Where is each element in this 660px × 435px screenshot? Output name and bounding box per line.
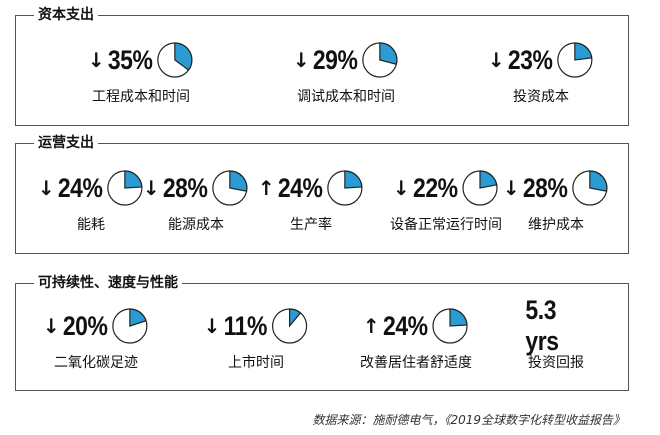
pie-chart-icon <box>462 170 498 206</box>
metric-item: ↓ 35% 工程成本和时间 <box>88 40 194 106</box>
pie-slice <box>589 170 608 192</box>
metric-value: 5.3 yrs <box>525 295 559 356</box>
metric-value: 20% <box>62 310 108 341</box>
pie-chart-icon <box>362 42 398 78</box>
arrow-down-icon: ↓ <box>37 176 55 200</box>
metric-value: 24% <box>277 172 323 203</box>
arrow-down-icon: ↓ <box>502 176 520 200</box>
pie-slice <box>449 308 468 327</box>
metric-value: 24% <box>57 172 103 203</box>
arrow-up-icon: ↑ <box>257 176 275 200</box>
metric-value: 28% <box>162 172 208 203</box>
metric-item: ↑ 24% 生产率 <box>258 168 364 234</box>
metric-item: ↓ 20% 二氧化碳足迹 <box>43 306 149 372</box>
metric-label: 调试成本和时间 <box>297 89 395 105</box>
metric-value: 24% <box>382 310 428 341</box>
metric-label: 二氧化碳足迹 <box>54 355 138 371</box>
pie-chart-icon <box>107 170 143 206</box>
metric-label: 能源成本 <box>168 217 224 233</box>
pie-slice <box>379 42 398 65</box>
pie-slice <box>479 170 498 189</box>
pie-slice <box>229 170 248 192</box>
arrow-down-icon: ↓ <box>142 176 160 200</box>
metric: ↓ 29% <box>293 40 399 80</box>
metric-label: 能耗 <box>77 217 105 233</box>
pie-slice <box>129 308 148 327</box>
pie-slice <box>288 308 302 328</box>
metric-value: 11% <box>223 310 267 341</box>
source-note: 数据来源：施耐德电气，《2019全球数字化转型收益报告》 <box>312 413 625 427</box>
pie-slice <box>344 170 363 189</box>
pie-chart-icon <box>557 42 593 78</box>
metric-item: ↓ 24% 能耗 <box>38 168 144 234</box>
arrow-up-icon: ↑ <box>362 314 380 338</box>
metric-label: 投资回报 <box>528 355 584 371</box>
metric-label: 生产率 <box>290 217 332 233</box>
arrow-down-icon: ↓ <box>487 48 505 72</box>
metric-item: ↓ 29% 调试成本和时间 <box>293 40 399 106</box>
metric-label: 投资成本 <box>513 89 569 105</box>
metric-value: 35% <box>107 44 153 75</box>
pie-slice <box>174 42 193 71</box>
section-box: 资本支出 ↓ 35% 工程成本和时间 ↓ 29% 调试成本和时间 ↓ 23% 投资成本 <box>15 5 629 126</box>
metric-item: ↓ 22% 设备正常运行时间 <box>390 168 502 234</box>
pie-slice <box>124 170 143 189</box>
metric: 5.3 yrs <box>520 295 592 356</box>
metric-value: 22% <box>412 172 458 203</box>
metric: ↓ 23% <box>488 40 594 80</box>
metric: ↑ 24% <box>258 168 364 208</box>
metric: ↓ 28% <box>143 168 249 208</box>
section-title: 资本支出 <box>34 5 98 25</box>
metric: ↓ 35% <box>88 40 194 80</box>
metric: ↓ 28% <box>503 168 609 208</box>
metric-item: ↓ 23% 投资成本 <box>488 40 594 106</box>
arrow-down-icon: ↓ <box>87 48 105 72</box>
metric-item: ↓ 28% 维护成本 <box>503 168 609 234</box>
metric: ↓ 20% <box>43 306 149 346</box>
section-title: 运营支出 <box>34 133 98 153</box>
pie-chart-icon <box>157 42 193 78</box>
arrow-down-icon: ↓ <box>392 176 410 200</box>
metric-value: 28% <box>522 172 568 203</box>
metric-item: ↓ 11% 上市时间 <box>204 306 309 372</box>
metric: ↓ 24% <box>38 168 144 208</box>
pie-chart-icon <box>572 170 608 206</box>
metric: ↓ 11% <box>204 306 309 346</box>
metric-value: 23% <box>507 44 553 75</box>
metric-value: 29% <box>312 44 358 75</box>
pie-chart-icon <box>271 308 308 344</box>
section-box: 运营支出 ↓ 24% 能耗 ↓ 28% 能源成本 ↑ 24% 生产率 ↓ 22% 设备正常运行时间 ↓ 28… <box>15 133 629 254</box>
metric-label: 维护成本 <box>528 217 584 233</box>
metric-label: 工程成本和时间 <box>92 89 190 105</box>
arrow-down-icon: ↓ <box>42 314 60 338</box>
pie-chart-icon <box>112 308 148 344</box>
metric: ↓ 22% <box>393 168 499 208</box>
section-box: 可持续性、速度与性能 ↓ 20% 二氧化碳足迹 ↓ 11% 上市时间 ↑ 24% 改善居住者舒适度… <box>15 273 629 391</box>
pie-slice <box>574 42 593 61</box>
section-title: 可持续性、速度与性能 <box>34 273 182 293</box>
metric: ↑ 24% <box>363 306 469 346</box>
pie-chart-icon <box>212 170 248 206</box>
metric-item: ↓ 28% 能源成本 <box>143 168 249 234</box>
metric-label: 设备正常运行时间 <box>390 217 502 233</box>
metric-label: 上市时间 <box>227 355 284 371</box>
arrow-down-icon: ↓ <box>203 314 221 338</box>
pie-chart-icon <box>327 170 363 206</box>
metric-item: 5.3 yrs 投资回报 <box>520 295 592 372</box>
pie-chart-icon <box>432 308 468 344</box>
arrow-down-icon: ↓ <box>292 48 310 72</box>
metric-item: ↑ 24% 改善居住者舒适度 <box>360 306 472 372</box>
metric-label: 改善居住者舒适度 <box>360 355 472 371</box>
